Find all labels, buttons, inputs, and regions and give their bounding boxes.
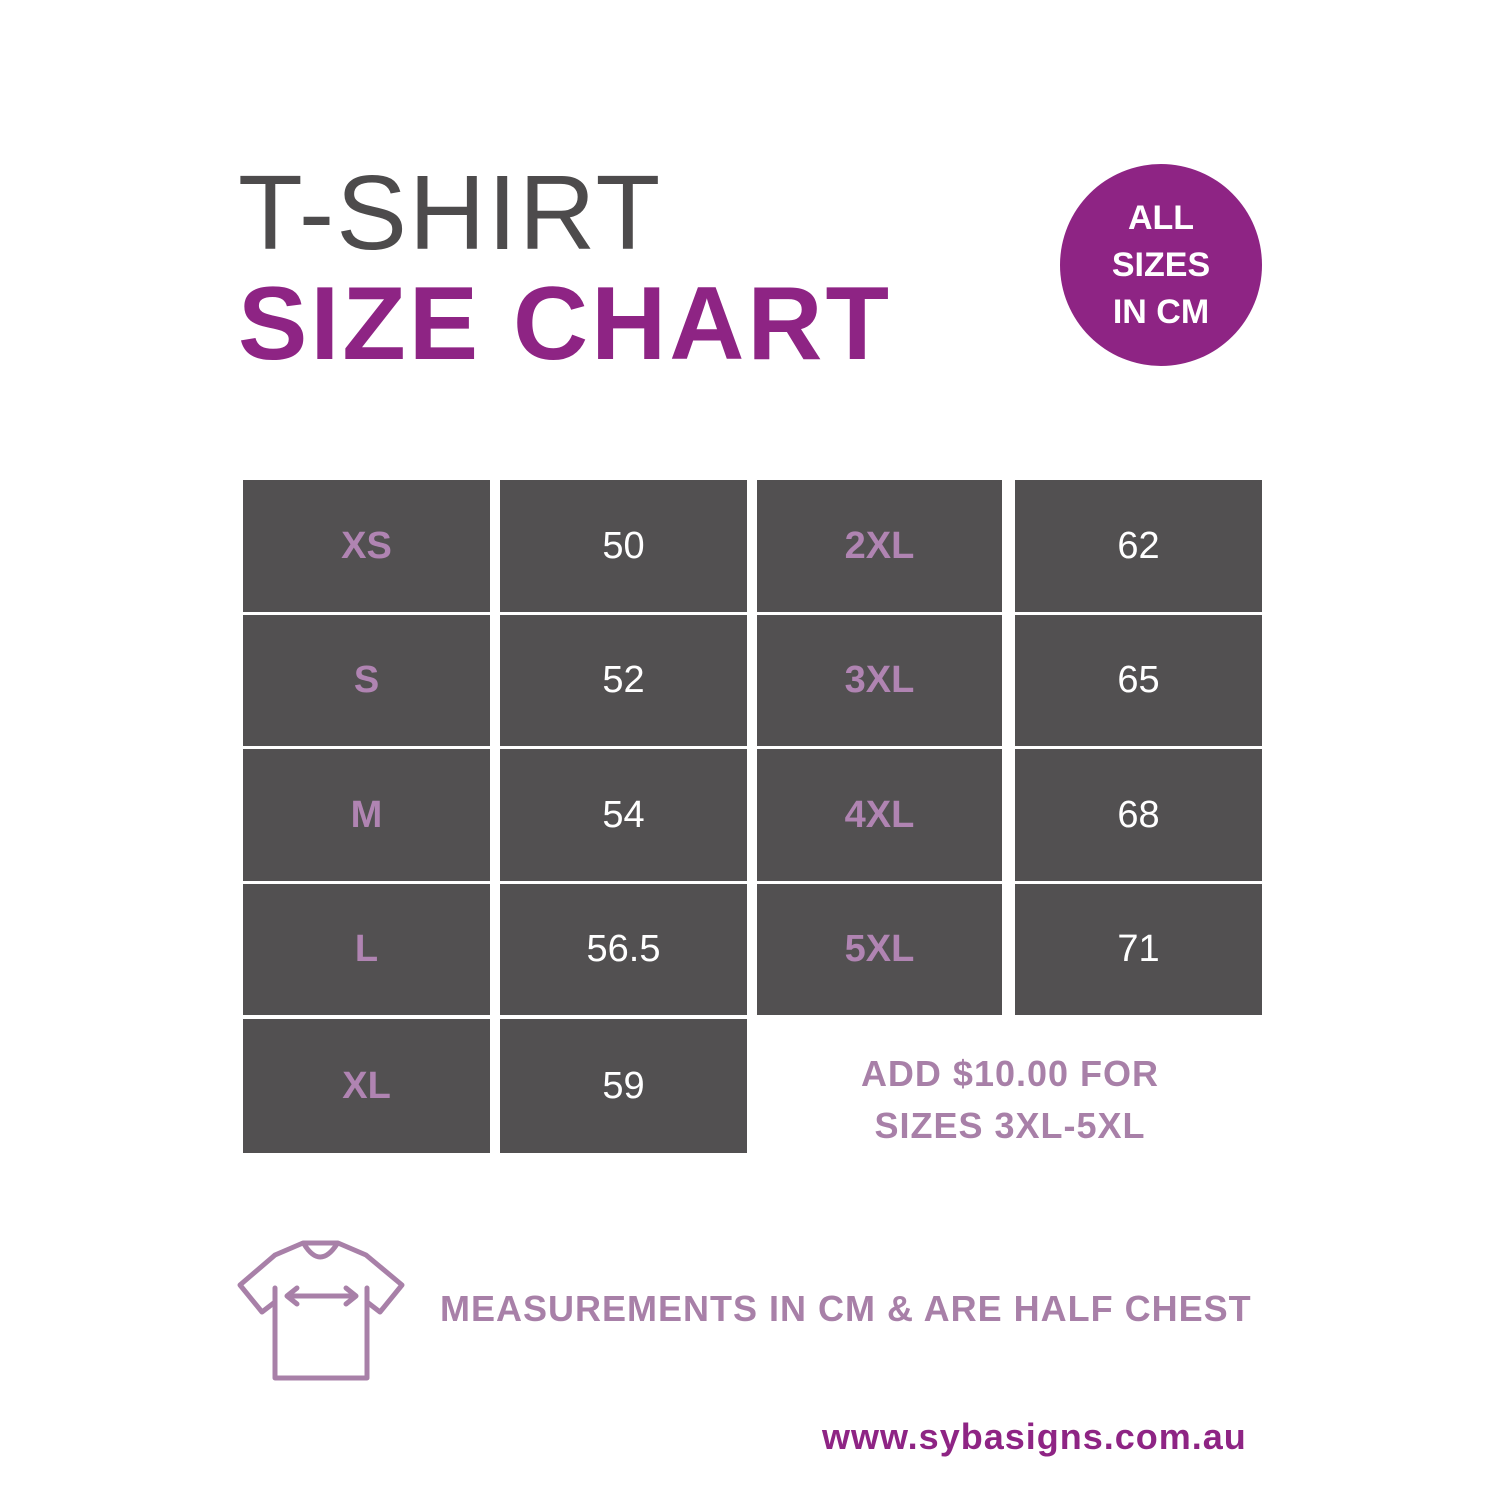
tshirt-chest-measure-icon: [237, 1240, 405, 1381]
size-label-cell: XL: [243, 1019, 490, 1153]
units-badge: ALL SIZES IN CM: [1060, 164, 1262, 366]
size-label-cell: XS: [243, 480, 490, 612]
website-link[interactable]: www.sybasigns.com.au: [822, 1416, 1247, 1457]
surcharge-note: ADD $10.00 FOR SIZES 3XL-5XL: [800, 1048, 1220, 1152]
size-label-cell: 5XL: [757, 884, 1002, 1015]
badge-line-1: ALL: [1127, 198, 1195, 237]
chest-value-cell: 59: [500, 1019, 747, 1153]
measurement-note: MEASUREMENTS IN CM & ARE HALF CHEST: [440, 1288, 1252, 1329]
size-label-cell: L: [243, 884, 490, 1015]
size-label-cell: 2XL: [757, 480, 1002, 612]
size-label-cell: M: [243, 749, 490, 881]
title-line-1: T-SHIRT: [238, 154, 663, 272]
chest-value-cell: 54: [500, 749, 747, 881]
note-line-2: SIZES 3XL-5XL: [874, 1105, 1146, 1146]
chest-value-cell: 65: [1015, 615, 1262, 746]
chest-value-cell: 62: [1015, 480, 1262, 612]
chest-value-cell: 71: [1015, 884, 1262, 1015]
chest-value-cell: 68: [1015, 749, 1262, 881]
size-label-cell: 4XL: [757, 749, 1002, 881]
chest-value-cell: 50: [500, 480, 747, 612]
size-label-cell: 3XL: [757, 615, 1002, 746]
chest-value-cell: 52: [500, 615, 747, 746]
note-line-1: ADD $10.00 FOR: [860, 1053, 1160, 1094]
chest-value-cell: 56.5: [500, 884, 747, 1015]
badge-line-2: SIZES: [1111, 245, 1211, 284]
badge-line-3: IN CM: [1112, 292, 1210, 331]
size-label-cell: S: [243, 615, 490, 746]
title-line-2: SIZE CHART: [238, 266, 892, 382]
